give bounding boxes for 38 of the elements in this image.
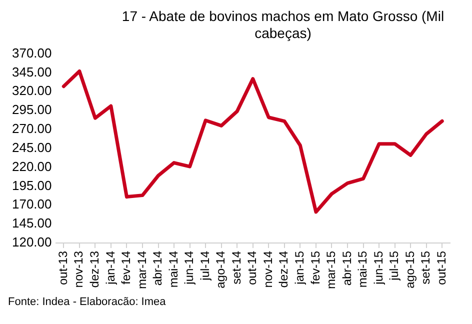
y-tick-label: 245.00 (12, 140, 52, 155)
x-tick-label: ago-14 (214, 250, 228, 288)
x-tick-label: abr-15 (340, 250, 354, 286)
x-tick-label: out-13 (56, 250, 70, 286)
y-tick-label: 370.00 (12, 45, 52, 60)
x-tick-label: jul-15 (387, 250, 402, 282)
x-tick-label: nov-14 (260, 250, 275, 288)
source-note: Fonte: Indea - Elaboracão: Imea (8, 296, 167, 308)
y-tick-label: 170.00 (12, 196, 52, 212)
x-tick-label: jan-14 (103, 250, 118, 286)
x-tick-label: set-14 (229, 250, 244, 284)
y-tick-label: 145.00 (12, 216, 52, 231)
x-tick-label: fev-15 (308, 250, 322, 284)
x-tick-label: mai-15 (356, 250, 370, 288)
x-tick-label: ago-15 (402, 250, 417, 288)
y-tick-label: 320.00 (12, 83, 52, 98)
x-tick-label: set-15 (418, 250, 433, 284)
x-tick-label: jun-15 (371, 250, 386, 286)
x-tick-label: out-14 (245, 250, 260, 286)
x-tick-label: jan-15 (292, 250, 306, 286)
x-tick-label: fev-14 (119, 250, 134, 284)
x-tick-label: jun-14 (182, 250, 196, 286)
x-tick-label: mar-15 (324, 250, 338, 290)
y-tick-label: 120.00 (12, 234, 52, 250)
x-tick-label: mai-14 (166, 250, 180, 288)
y-tick-label: 345.00 (12, 64, 52, 80)
x-tick-label: mar-14 (134, 250, 149, 290)
y-tick-label: 195.00 (12, 178, 52, 193)
x-tick-label: dez-14 (276, 250, 291, 288)
x-tick-label: nov-13 (72, 250, 86, 288)
x-tick-label: out-15 (434, 250, 448, 286)
x-tick-label: dez-13 (88, 250, 102, 288)
chart-title: 17 - Abate de bovinos machos em Mato Grosso (Mil cabeças) (120, 8, 446, 42)
y-tick-label: 295.00 (12, 102, 52, 118)
y-tick-label: 220.00 (12, 158, 52, 174)
x-tick-label: jul-14 (198, 250, 212, 282)
y-tick-label: 270.00 (12, 121, 52, 136)
x-tick-label: abr-14 (150, 250, 165, 286)
